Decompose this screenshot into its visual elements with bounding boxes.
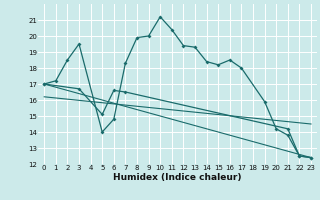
X-axis label: Humidex (Indice chaleur): Humidex (Indice chaleur) [113, 173, 242, 182]
